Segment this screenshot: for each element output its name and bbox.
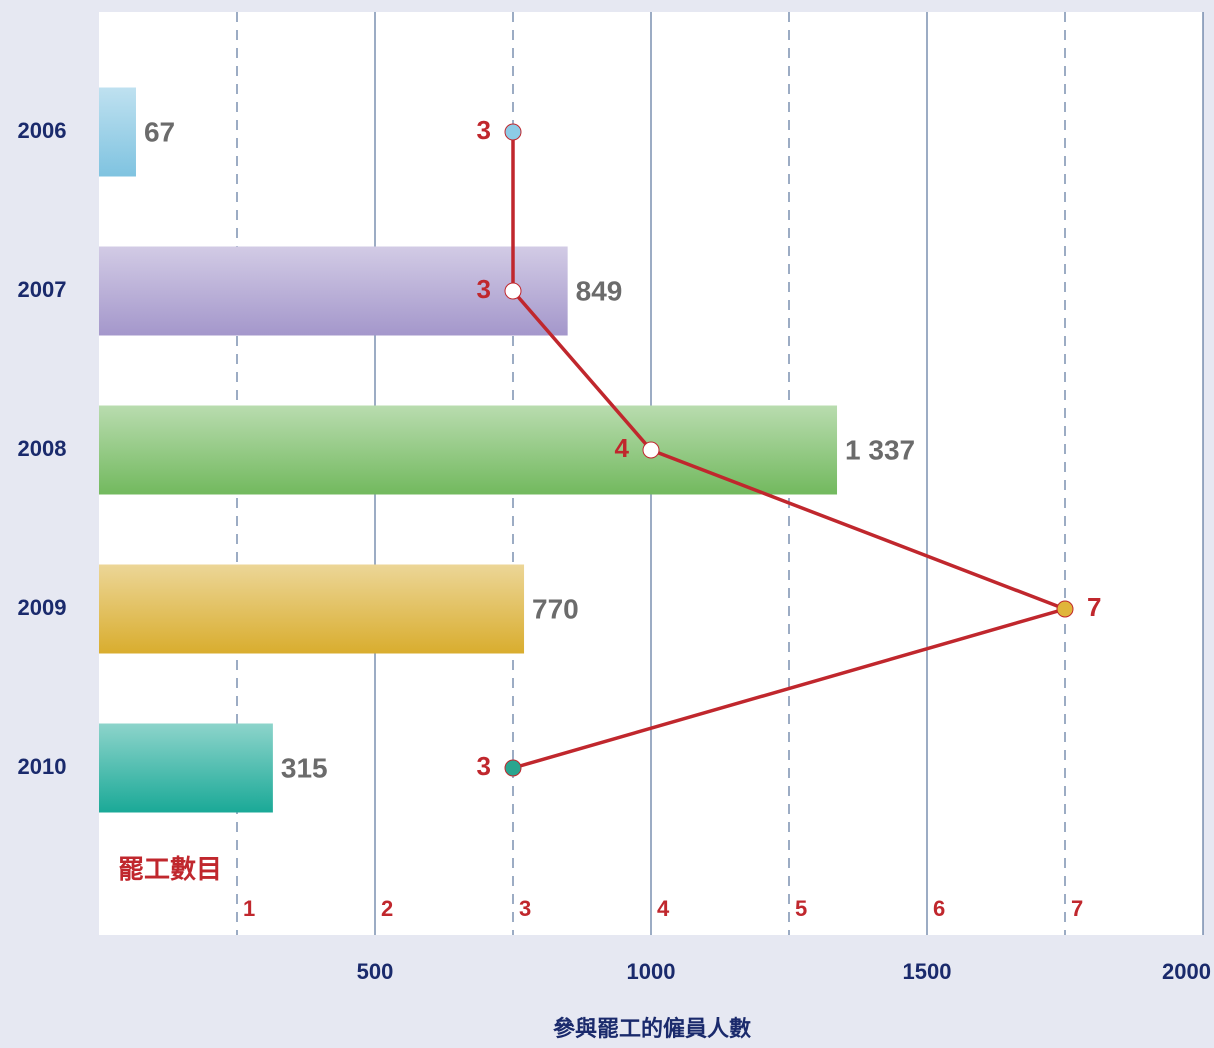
x2-tick-label: 4 xyxy=(657,896,670,921)
line-marker xyxy=(642,441,660,459)
x-axis-label: 參與罷工的僱員人數 xyxy=(553,1016,751,1041)
bar xyxy=(99,405,838,495)
line-value-label: 3 xyxy=(477,274,491,304)
x-tick-label: 1500 xyxy=(903,959,952,984)
x2-tick-label: 2 xyxy=(381,896,393,921)
bar-value-label: 1 337 xyxy=(845,434,915,465)
line-marker xyxy=(504,123,522,141)
y-tick-label: 2010 xyxy=(18,754,67,779)
y-tick-label: 2006 xyxy=(18,118,67,143)
bar-value-label: 315 xyxy=(281,752,328,783)
x-tick-label: 2000 xyxy=(1162,959,1211,984)
x2-tick-label: 7 xyxy=(1071,896,1083,921)
y-tick-label: 2007 xyxy=(18,277,67,302)
bar xyxy=(99,246,568,336)
y-tick-label: 2008 xyxy=(18,436,67,461)
x2-axis-label: 罷工數目 xyxy=(118,854,222,884)
x2-tick-label: 3 xyxy=(519,896,531,921)
bar-value-label: 849 xyxy=(576,275,623,306)
bar-value-label: 67 xyxy=(144,116,175,147)
x2-tick-label: 1 xyxy=(243,896,255,921)
x2-tick-label: 5 xyxy=(795,896,807,921)
bar-value-label: 770 xyxy=(532,593,579,624)
line-marker xyxy=(1056,600,1074,618)
line-value-label: 7 xyxy=(1087,592,1101,622)
line-value-label: 3 xyxy=(477,751,491,781)
x-tick-label: 1000 xyxy=(627,959,676,984)
line-value-label: 3 xyxy=(477,115,491,145)
bar xyxy=(99,723,273,813)
line-value-label: 4 xyxy=(615,433,630,463)
line-marker xyxy=(504,759,522,777)
x2-tick-label: 6 xyxy=(933,896,945,921)
y-tick-label: 2009 xyxy=(18,595,67,620)
line-marker xyxy=(504,282,522,300)
bar xyxy=(99,87,136,177)
bar xyxy=(99,564,525,654)
x-tick-label: 500 xyxy=(357,959,394,984)
